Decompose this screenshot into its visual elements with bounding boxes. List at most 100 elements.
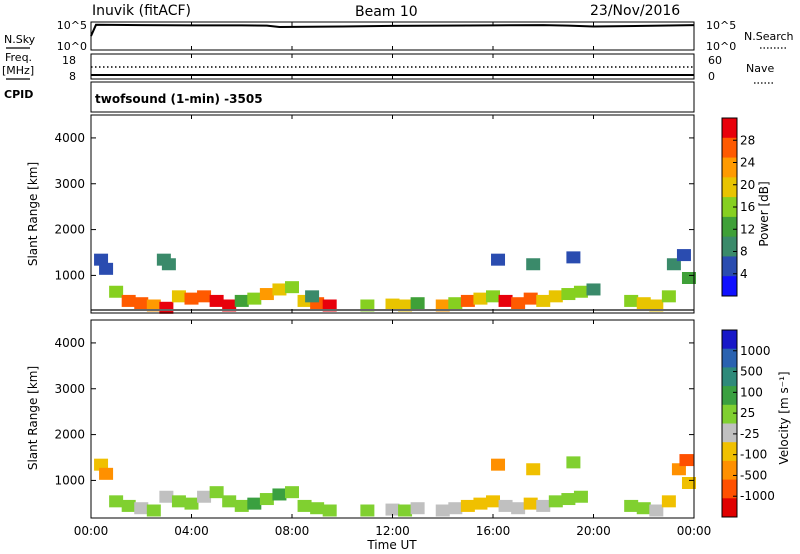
- power-panel-frame: [90, 114, 695, 314]
- power-cell: [566, 251, 581, 264]
- colorbar-segment: [722, 423, 737, 443]
- power-cell: [99, 262, 114, 275]
- power-cell: [666, 258, 681, 271]
- power-cell: [661, 290, 676, 303]
- power-cell: [410, 297, 425, 310]
- freq-right-tick-top: 60: [708, 54, 722, 67]
- power-cell: [285, 281, 299, 294]
- colorbar-segment: [722, 236, 737, 257]
- colorbar-segment: [722, 479, 737, 499]
- velocity-cell: [410, 502, 425, 515]
- colorbar-segment: [722, 460, 737, 481]
- power-cell: [134, 297, 149, 310]
- velocity-cell: [498, 499, 513, 512]
- velocity-cell: [448, 502, 463, 515]
- power-cell: [171, 290, 186, 303]
- power-cell: [649, 299, 664, 312]
- velocity-cell: [511, 502, 526, 515]
- velocity-cell: [649, 504, 664, 517]
- nsky-left-tick-top: 10^5: [57, 19, 87, 32]
- colorbar-frame: [721, 329, 738, 518]
- velocity-cell: [523, 497, 538, 510]
- power-cell: [460, 294, 475, 307]
- velocity-cell: [460, 499, 475, 512]
- colorbar-tick-label: 4: [740, 267, 748, 281]
- colorbar-tick-label: 100: [740, 385, 763, 399]
- nsky-series-line: [90, 23, 695, 37]
- velocity-cell: [134, 502, 149, 515]
- x-tick-label: 00:00: [677, 524, 712, 538]
- x-tick-label: 08:00: [275, 524, 310, 538]
- colorbar-segment: [722, 498, 737, 518]
- power-cell: [586, 283, 601, 296]
- freq-label: Freq.: [5, 51, 32, 64]
- velocity-cell: [146, 504, 161, 517]
- velocity-cell: [360, 504, 375, 517]
- colorbar-tick-label: 16: [740, 200, 755, 214]
- y-tick-label: 3000: [54, 382, 85, 396]
- velocity-cell: [566, 456, 581, 469]
- nsky-right-tick-bottom: 10^0: [706, 40, 736, 53]
- colorbar-segment: [722, 367, 737, 387]
- velocity-heatmap-cells: [94, 454, 696, 517]
- nsky-right-tick-top: 10^5: [706, 19, 736, 32]
- cpid-label: CPID: [4, 88, 33, 101]
- power-cell: [272, 283, 287, 296]
- nsearch-label: N.Search: [744, 30, 794, 43]
- velocity-cell: [272, 488, 287, 501]
- colorbar-tick-label: 24: [740, 156, 755, 170]
- colorbar-segment: [722, 386, 737, 406]
- velocity-panel-frame: [90, 319, 695, 519]
- velocity-cell: [121, 499, 136, 512]
- power-cell: [398, 299, 413, 312]
- colorbar-tick-label: -25: [740, 427, 760, 441]
- velocity-cell: [322, 504, 337, 517]
- power-cell: [322, 299, 337, 312]
- y-tick-label: 1000: [54, 473, 85, 487]
- colorbar-segment: [722, 197, 737, 218]
- velocity-cell: [159, 490, 174, 503]
- cpid-panel-frame: [90, 81, 695, 113]
- velocity-colorbar: 1000 500 100 25 -25 -100 -500 -1000: [721, 329, 775, 518]
- velocity-cell: [222, 495, 237, 508]
- power-cell: [259, 288, 274, 301]
- velocity-cell: [247, 497, 262, 510]
- velocity-ylabel: Slant Range [km]: [26, 366, 40, 470]
- power-cell: [121, 294, 136, 307]
- velocity-cell: [624, 499, 639, 512]
- station-title: Inuvik (fitACF): [92, 3, 191, 19]
- velocity-cell: [259, 493, 274, 506]
- power-cell: [561, 288, 576, 301]
- colorbar-tick-label: 25: [740, 406, 755, 420]
- power-cell: [109, 285, 124, 298]
- power-colorbar: 28 24 20 16 12 8 4: [721, 117, 755, 297]
- colorbar-segment: [722, 276, 737, 297]
- x-tick-label: 20:00: [576, 524, 611, 538]
- power-cell: [676, 249, 691, 262]
- velocity-cell: [297, 499, 312, 512]
- power-cell: [197, 290, 212, 303]
- velocity-cell: [473, 497, 488, 510]
- colorbar-tick-label: 8: [740, 245, 748, 259]
- colorbar-tick-label: -500: [740, 468, 767, 482]
- power-cell: [511, 297, 526, 310]
- y-tick-label: 2000: [54, 223, 85, 237]
- y-tick-label: 4000: [54, 131, 85, 145]
- velocity-cell: [197, 490, 212, 503]
- velocity-cell: [99, 467, 114, 480]
- x-axis-ticks: 00:00 04:00 08:00 12:00 16:00 20:00 00:00: [74, 22, 712, 538]
- velocity-cell: [491, 458, 506, 471]
- power-heatmap-cells: [91, 249, 696, 314]
- colorbar-tick-label: -100: [740, 448, 767, 462]
- colorbar-segment: [722, 157, 737, 178]
- colorbar-segment: [722, 256, 737, 277]
- velocity-cell: [398, 504, 413, 517]
- y-tick-label: 4000: [54, 336, 85, 350]
- freq-right-tick-bottom: 0: [708, 70, 715, 83]
- freq-unit-label: [MHz]: [2, 64, 34, 77]
- x-tick-label: 12:00: [375, 524, 410, 538]
- velocity-cell: [285, 486, 299, 499]
- nsky-label: N.Sky: [4, 33, 36, 46]
- x-axis-label: Time UT: [366, 538, 417, 552]
- velocity-cell: [536, 499, 551, 512]
